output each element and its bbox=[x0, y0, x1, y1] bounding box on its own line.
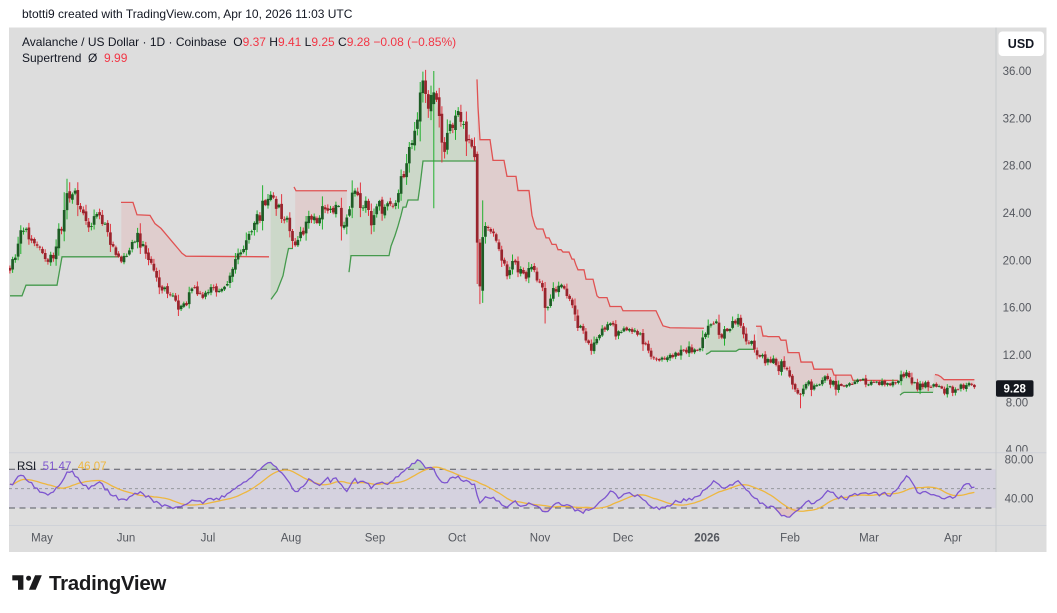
svg-text:20.00: 20.00 bbox=[1003, 255, 1032, 267]
svg-text:80.00: 80.00 bbox=[1005, 455, 1034, 467]
svg-text:24.00: 24.00 bbox=[1003, 208, 1032, 220]
svg-text:Apr: Apr bbox=[944, 533, 962, 545]
svg-text:USD: USD bbox=[1008, 37, 1034, 51]
svg-text:Sep: Sep bbox=[365, 533, 385, 545]
svg-text:8.00: 8.00 bbox=[1006, 397, 1028, 409]
svg-text:Oct: Oct bbox=[448, 533, 467, 545]
svg-text:12.00: 12.00 bbox=[1003, 350, 1032, 362]
svg-text:Jun: Jun bbox=[117, 533, 136, 545]
svg-text:16.00: 16.00 bbox=[1003, 303, 1032, 315]
svg-text:40.00: 40.00 bbox=[1005, 493, 1034, 505]
svg-text:28.00: 28.00 bbox=[1003, 161, 1032, 173]
svg-text:Mar: Mar bbox=[859, 533, 879, 545]
svg-text:Feb: Feb bbox=[780, 533, 800, 545]
svg-text:May: May bbox=[31, 533, 53, 545]
svg-text:TradingView: TradingView bbox=[49, 572, 166, 595]
svg-text:Nov: Nov bbox=[530, 533, 551, 545]
svg-text:9.28: 9.28 bbox=[1004, 384, 1027, 396]
svg-text:Aug: Aug bbox=[281, 533, 301, 545]
svg-text:2026: 2026 bbox=[694, 533, 720, 545]
svg-text:36.00: 36.00 bbox=[1003, 66, 1032, 78]
svg-text:Dec: Dec bbox=[613, 533, 634, 545]
svg-text:4.00: 4.00 bbox=[1006, 445, 1028, 457]
svg-text:Jul: Jul bbox=[201, 533, 216, 545]
svg-text:32.00: 32.00 bbox=[1003, 113, 1032, 125]
